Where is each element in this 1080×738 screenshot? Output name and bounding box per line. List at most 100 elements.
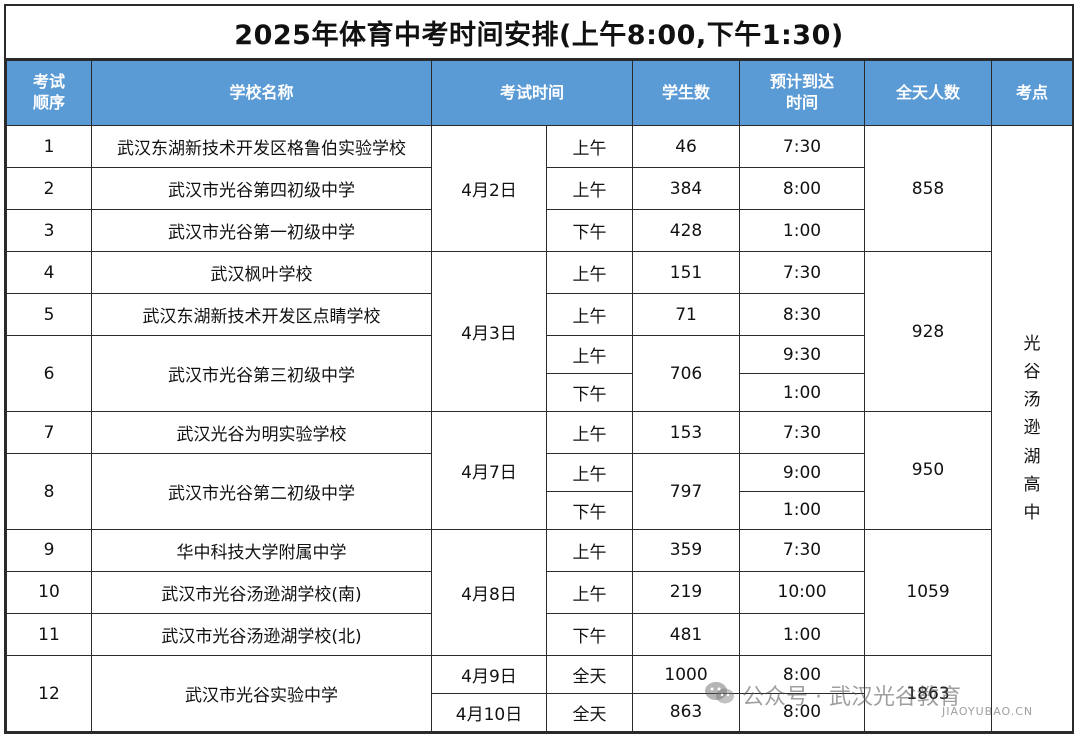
arrival-cell: 9:00 (739, 453, 866, 492)
table-row: 5 武汉东湖新技术开发区点睛学校 上午 71 8:30 (6, 293, 1073, 337)
table-row: 3 武汉市光谷第一初级中学 下午 428 1:00 (6, 209, 1073, 253)
arrival-cell: 8:00 (739, 692, 866, 733)
session-cell: 上午 (545, 251, 634, 295)
daily-total-cell: 1059 (864, 528, 993, 657)
order-cell: 9 (6, 528, 92, 572)
daily-total-cell: 858 (864, 124, 993, 253)
school-cell: 武汉东湖新技术开发区点睛学校 (91, 293, 432, 337)
date-cell: 4月2日 (431, 124, 547, 253)
students-cell: 428 (632, 209, 741, 253)
students-cell: 863 (632, 692, 741, 733)
arrival-cell: 1:00 (739, 373, 866, 413)
session-cell: 全天 (545, 692, 634, 733)
table-row: 1 武汉东湖新技术开发区格鲁伯实验学校 4月2日 上午 46 7:30 858 … (6, 124, 1074, 732)
students-cell: 1000 (632, 655, 741, 694)
order-cell: 11 (6, 612, 92, 657)
school-cell: 武汉市光谷第四初级中学 (91, 167, 432, 211)
header-order: 考试 顺序 (6, 60, 92, 126)
arrival-cell: 8:30 (739, 293, 866, 337)
students-cell: 46 (632, 124, 741, 169)
arrival-cell: 1:00 (739, 209, 866, 253)
table-row: 9 华中科技大学附属中学 4月8日 上午 359 7:30 1059 (6, 528, 1073, 657)
header-row: 考试 顺序 学校名称 考试时间 学生数 预计到达 时间 全天人数 考点 (6, 60, 1074, 126)
header-students: 学生数 (632, 60, 741, 126)
session-cell: 上午 (545, 167, 634, 211)
table-row: 下午 1:00 (7, 373, 1073, 413)
students-cell: 71 (632, 293, 741, 337)
table-row: 4月10日 全天 863 8:00 (7, 692, 1073, 733)
page-title: 2025年体育中考时间安排(上午8:00,下午1:30) (6, 6, 1072, 60)
daily-total-cell: 928 (864, 251, 993, 413)
order-cell: 3 (6, 209, 92, 253)
students-cell: 151 (632, 251, 741, 295)
order-cell: 8 (6, 453, 92, 530)
arrival-cell: 10:00 (739, 570, 866, 615)
school-cell: 武汉市光谷第三初级中学 (91, 335, 432, 413)
school-cell: 武汉市光谷第一初级中学 (91, 209, 432, 253)
order-cell: 4 (6, 251, 92, 295)
daily-total-cell: 1863 (864, 655, 993, 732)
students-cell: 219 (632, 570, 741, 615)
venue-cell: 光 谷 汤 逊 湖 高 中 (991, 125, 1074, 732)
date-cell: 4月8日 (431, 528, 547, 657)
table-row: 6 武汉市光谷第三初级中学 上午 706 9:30 (6, 335, 1073, 413)
session-cell: 全天 (545, 655, 634, 694)
students-cell: 153 (632, 411, 741, 455)
order-cell: 5 (6, 293, 92, 337)
table-row: 12 武汉市光谷实验中学 4月9日 全天 1000 8:00 1863 (6, 655, 1073, 732)
arrival-cell: 7:30 (739, 411, 866, 455)
header-venue: 考点 (991, 60, 1074, 126)
school-cell: 武汉光谷为明实验学校 (91, 411, 432, 455)
date-cell: 4月7日 (431, 411, 547, 530)
session-cell: 下午 (545, 373, 634, 413)
order-cell: 6 (6, 335, 92, 413)
session-cell: 上午 (545, 528, 634, 572)
table-row: 11 武汉市光谷汤逊湖学校(北) 下午 481 1:00 (6, 612, 1073, 657)
arrival-cell: 7:30 (739, 251, 866, 295)
table-row: 8 武汉市光谷第二初级中学 上午 797 9:00 (6, 453, 1073, 530)
session-cell: 上午 (545, 453, 634, 492)
students-cell: 706 (632, 335, 741, 413)
arrival-cell: 9:30 (739, 335, 866, 375)
arrival-cell: 8:00 (739, 167, 866, 211)
students-cell: 481 (632, 612, 741, 657)
school-cell: 武汉市光谷汤逊湖学校(南) (91, 570, 432, 615)
session-cell: 上午 (545, 411, 634, 455)
arrival-cell: 1:00 (739, 612, 866, 657)
header-time: 考试时间 (430, 60, 634, 126)
date-cell: 4月9日 (431, 655, 547, 694)
table-row: 4 武汉枫叶学校 4月3日 上午 151 7:30 928 (6, 251, 1073, 413)
session-cell: 下午 (545, 209, 634, 253)
arrival-cell: 7:30 (739, 124, 866, 169)
session-cell: 下午 (545, 491, 634, 530)
header-school: 学校名称 (91, 60, 432, 126)
order-cell: 7 (6, 411, 92, 455)
order-cell: 1 (6, 124, 92, 169)
header-arrival: 预计到达 时间 (739, 60, 866, 126)
school-cell: 武汉枫叶学校 (91, 251, 432, 295)
session-cell: 下午 (545, 612, 634, 657)
order-cell: 10 (6, 570, 92, 615)
date-cell: 4月3日 (431, 251, 547, 413)
table-row: 2 武汉市光谷第四初级中学 上午 384 8:00 (6, 167, 1073, 211)
students-cell: 359 (632, 528, 741, 572)
order-cell: 12 (6, 655, 92, 732)
session-cell: 上午 (545, 570, 634, 615)
school-cell: 武汉市光谷第二初级中学 (91, 453, 432, 530)
session-cell: 上午 (545, 335, 634, 375)
date-cell: 4月10日 (431, 692, 547, 733)
order-cell: 2 (6, 167, 92, 211)
arrival-cell: 8:00 (739, 655, 866, 694)
session-cell: 上午 (545, 293, 634, 337)
session-cell: 上午 (545, 124, 634, 169)
school-cell: 武汉东湖新技术开发区格鲁伯实验学校 (91, 124, 432, 169)
table-row: 7 武汉光谷为明实验学校 4月7日 上午 153 7:30 950 (6, 411, 1073, 530)
page-frame (4, 4, 1074, 734)
students-cell: 797 (632, 453, 741, 530)
header-daily-total: 全天人数 (864, 60, 993, 126)
table-row: 下午 1:00 (7, 491, 1073, 530)
daily-total-cell: 950 (864, 411, 993, 530)
arrival-cell: 7:30 (739, 528, 866, 572)
school-cell: 华中科技大学附属中学 (91, 528, 432, 572)
students-cell: 384 (632, 167, 741, 211)
